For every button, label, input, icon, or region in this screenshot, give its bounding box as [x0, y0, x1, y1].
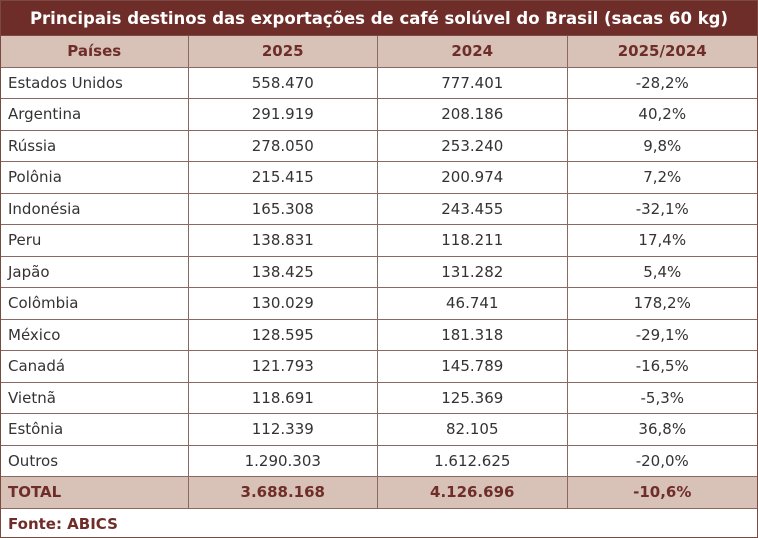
data-row: Outros 1.290.303 1.612.625 -20,0% [1, 445, 757, 477]
table-cell: 777.401 [378, 67, 568, 98]
table-cell: Polônia [1, 162, 189, 193]
table-cell: -16,5% [635, 357, 689, 376]
table-cell: 7,2% [643, 168, 682, 187]
table-cell: Países [1, 36, 189, 67]
table-cell: 128.595 [189, 319, 379, 350]
data-row: Peru 138.831 118.211 17,4% [1, 225, 757, 257]
table-cell: 17,4% [638, 231, 687, 250]
table-cell: 3.688.168 [189, 477, 379, 508]
table-title: Principais destinos das exportações de c… [1, 1, 757, 36]
table-cell: 9,8% [643, 136, 682, 155]
table-cell: 46.741 [378, 288, 568, 319]
table-cell: 253.240 [378, 130, 568, 161]
table-cell: -10,6% [633, 483, 692, 502]
table-cell: -29,1% [635, 325, 689, 344]
table-cell: 138.425 [189, 256, 379, 287]
table-cell: 165.308 [189, 193, 379, 224]
data-row: Rússia 278.050 253.240 9,8% [1, 130, 757, 162]
table-cell: 145.789 [378, 351, 568, 382]
source-note: Fonte: ABICS [8, 515, 118, 533]
table-cell: -20,0% [635, 451, 689, 470]
table-cell: 118.691 [189, 382, 379, 413]
table-cell: Peru [1, 225, 189, 256]
table-cell: 36,8% [638, 420, 687, 439]
table-cell: 181.318 [378, 319, 568, 350]
data-row: Estados Unidos 558.470 777.401 -28,2% [1, 67, 757, 99]
table-cell: 125.369 [378, 382, 568, 413]
table-cell: 131.282 [378, 256, 568, 287]
table-cell: Estados Unidos [1, 67, 189, 98]
table-cell: Estônia [1, 414, 189, 445]
table-cell: 215.415 [189, 162, 379, 193]
table-cell: 243.455 [378, 193, 568, 224]
data-row: Japão 138.425 131.282 5,4% [1, 256, 757, 288]
table-cell: Colômbia [1, 288, 189, 319]
table-cell: 130.029 [189, 288, 379, 319]
table-cell: 291.919 [189, 99, 379, 130]
table-cell: 82.105 [378, 414, 568, 445]
table-cell: Argentina [1, 99, 189, 130]
data-row: Indonésia 165.308 243.455 -32,1% [1, 193, 757, 225]
data-row: México 128.595 181.318 -29,1% [1, 319, 757, 351]
table-cell: 200.974 [378, 162, 568, 193]
table-cell: Outros [1, 445, 189, 476]
table-cell: México [1, 319, 189, 350]
table-cell: 40,2% [638, 105, 687, 124]
data-row: Vietnã 118.691 125.369 -5,3% [1, 382, 757, 414]
table-body: Países 2025 2024 2025/2024 Estados Unidos 558… [1, 36, 757, 509]
table-cell: 112.339 [189, 414, 379, 445]
table-cell: 138.831 [189, 225, 379, 256]
data-row: Canadá 121.793 145.789 -16,5% [1, 351, 757, 383]
table-cell: 178,2% [633, 294, 691, 313]
table-cell: 1.612.625 [378, 445, 568, 476]
table-cell: 2025/2024 [617, 42, 707, 61]
table-cell: Canadá [1, 351, 189, 382]
data-row: Argentina 291.919 208.186 40,2% [1, 99, 757, 131]
table-cell: 118.211 [378, 225, 568, 256]
total-row: TOTAL 3.688.168 4.126.696 -10,6% [1, 477, 757, 509]
table-cell: 208.186 [378, 99, 568, 130]
table-cell: -28,2% [635, 73, 689, 92]
table-cell: 121.793 [189, 351, 379, 382]
table-cell: Vietnã [1, 382, 189, 413]
table-cell: 558.470 [189, 67, 379, 98]
table-cell: 5,4% [643, 262, 682, 281]
table-cell: TOTAL [1, 477, 189, 508]
table-cell: 2024 [378, 36, 568, 67]
table-cell: -5,3% [640, 388, 685, 407]
table-cell: 1.290.303 [189, 445, 379, 476]
data-row: Colômbia 130.029 46.741 178,2% [1, 288, 757, 320]
table-cell: 2025 [189, 36, 378, 67]
header-row: Países 2025 2024 2025/2024 [1, 36, 757, 68]
data-row: Polônia 215.415 200.974 7,2% [1, 162, 757, 194]
table-cell: Rússia [1, 130, 189, 161]
data-row: Estônia 112.339 82.105 36,8% [1, 414, 757, 446]
table-cell: 278.050 [189, 130, 379, 161]
table-cell: Indonésia [1, 193, 189, 224]
table-cell: -32,1% [635, 199, 689, 218]
table-cell: 4.126.696 [378, 477, 568, 508]
table-cell: Japão [1, 256, 189, 287]
